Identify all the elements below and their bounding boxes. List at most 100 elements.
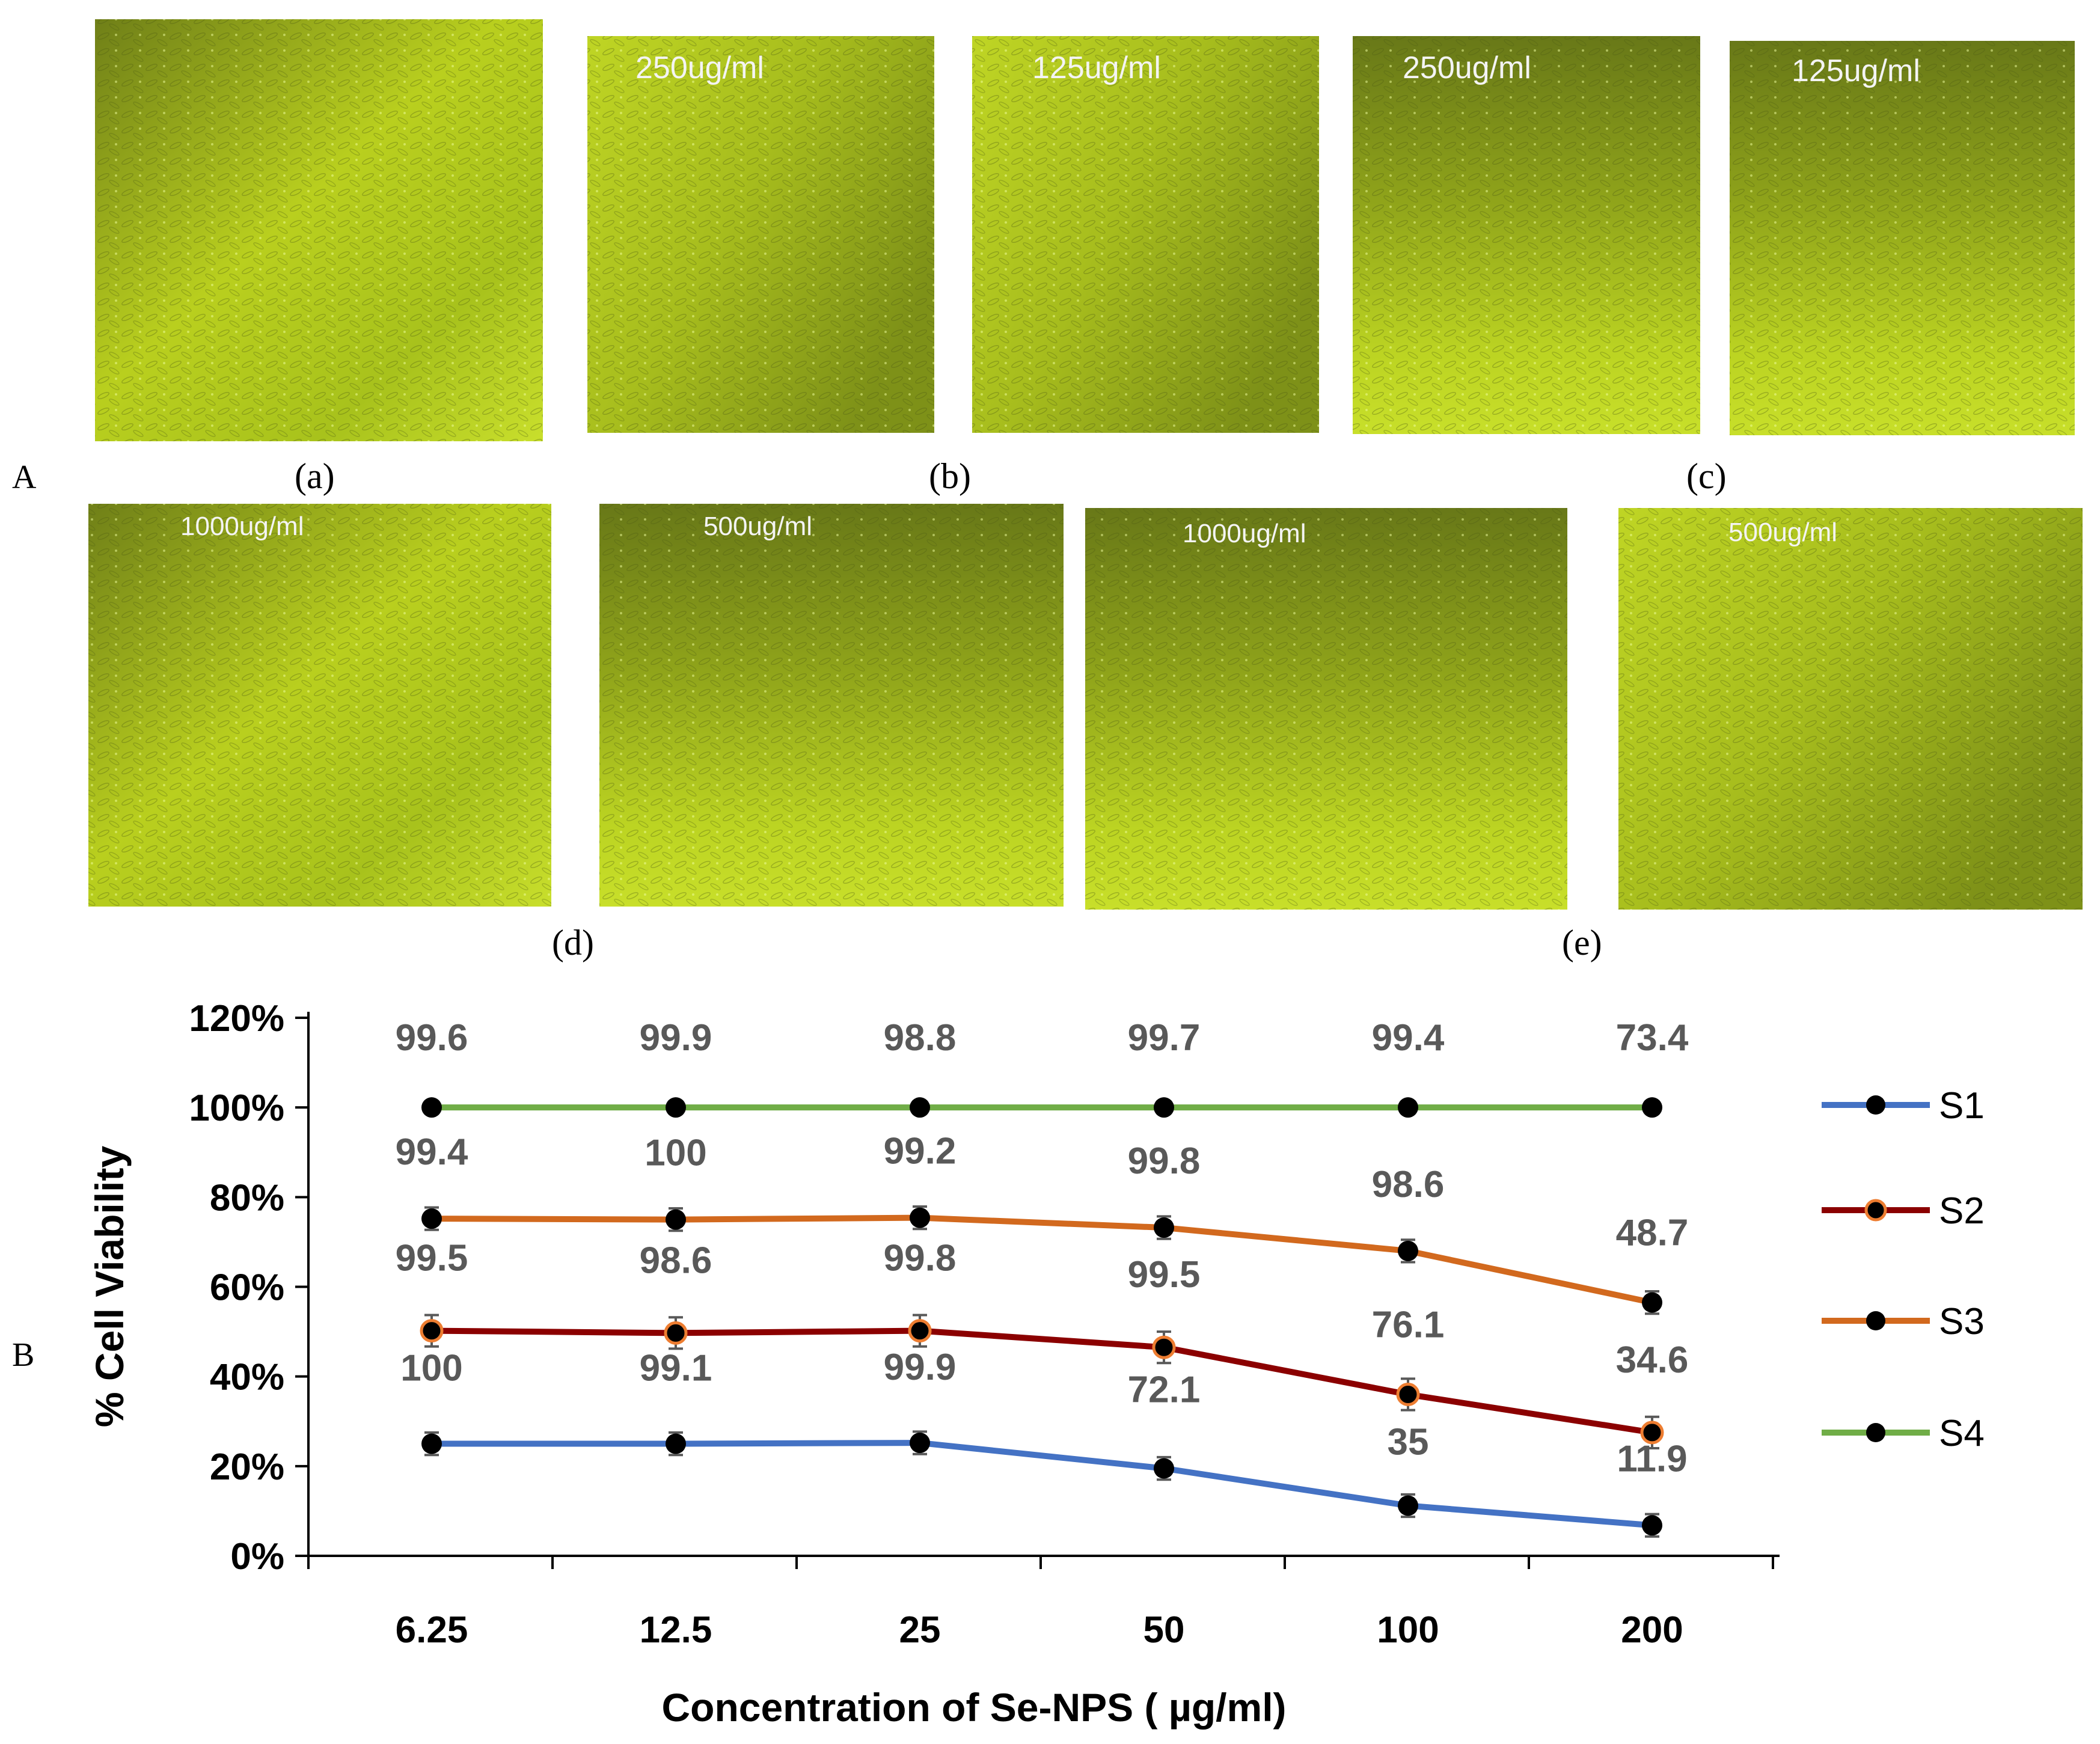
micrograph-label: 1000ug/ml: [1183, 519, 1306, 548]
x-tick-label: 50: [1143, 1609, 1185, 1651]
data-point-s2: [1396, 1383, 1420, 1406]
micrograph-d1: 1000ug/ml: [88, 504, 551, 907]
y-tick-label: 60%: [210, 1267, 284, 1309]
micrograph-a1: [95, 19, 543, 441]
data-label: 34.6: [1616, 1339, 1689, 1381]
data-point-s1: [666, 1433, 686, 1454]
y-tick-label: 20%: [210, 1446, 284, 1488]
data-point-s4: [1642, 1097, 1662, 1118]
micrograph-label: 250ug/ml: [1403, 50, 1531, 85]
legend-marker-s3: [1866, 1311, 1885, 1330]
data-point-s3: [910, 1207, 930, 1228]
data-label: 99.7: [1128, 1017, 1201, 1059]
data-point-s3: [1642, 1292, 1662, 1313]
data-point-s4: [910, 1097, 930, 1118]
legend-label-s3: S3: [1939, 1301, 1985, 1342]
y-tick-label: 100%: [189, 1088, 284, 1129]
data-point-s1: [421, 1433, 442, 1454]
data-point-s2: [908, 1319, 932, 1343]
x-tick-label: 12.5: [640, 1609, 712, 1651]
x-tick-label: 200: [1621, 1609, 1683, 1651]
data-label: 99.8: [884, 1238, 957, 1279]
data-point-s3: [421, 1208, 442, 1229]
data-label: 99.9: [640, 1017, 712, 1059]
data-label: 99.4: [1372, 1017, 1445, 1059]
data-label: 99.5: [396, 1238, 468, 1279]
caption-d: (d): [552, 923, 594, 962]
micrograph-label: 1000ug/ml: [180, 512, 304, 541]
data-point-s4: [666, 1097, 686, 1118]
micrograph-c2: 125ug/ml: [1730, 41, 2075, 435]
data-label: 73.4: [1616, 1017, 1689, 1059]
micrograph-label: 125ug/ml: [1032, 50, 1161, 85]
data-label: 99.5: [1128, 1254, 1201, 1296]
panel-a-label: A: [12, 459, 37, 496]
legend-marker-s4: [1866, 1423, 1885, 1442]
micrograph-label: 500ug/ml: [703, 512, 812, 541]
data-point-s4: [421, 1097, 442, 1118]
data-point-s3: [1398, 1240, 1418, 1261]
series-line-s2: [431, 1327, 1653, 1436]
caption-c: (c): [1686, 456, 1727, 496]
micrograph-label: 250ug/ml: [635, 50, 764, 85]
data-label: 98.6: [1372, 1164, 1445, 1205]
data-point-s4: [1398, 1097, 1418, 1118]
micrograph-panel: 250ug/ml 125ug/ml 250ug/ml 125ug/ml 1000…: [12, 19, 2083, 962]
x-tick-label: 100: [1377, 1609, 1439, 1651]
legend-label-s4: S4: [1939, 1413, 1985, 1454]
data-label: 99.8: [1128, 1140, 1201, 1182]
data-point-s3: [1154, 1217, 1174, 1238]
legend-label-s1: S1: [1939, 1085, 1985, 1127]
legend-marker-s1: [1866, 1095, 1885, 1115]
data-label: 99.9: [884, 1347, 957, 1388]
micrograph-e2: 500ug/ml: [1618, 508, 2083, 910]
micrograph-label: 125ug/ml: [1792, 54, 1920, 88]
data-label: 99.2: [884, 1131, 957, 1172]
legend-label-s2: S2: [1939, 1190, 1985, 1232]
legend-marker-s2: [1864, 1199, 1887, 1222]
data-label: 98.8: [884, 1017, 957, 1059]
data-label: 100: [400, 1348, 462, 1389]
y-axis-title: % Cell Viability: [87, 1146, 132, 1428]
y-tick-label: 40%: [210, 1357, 284, 1398]
data-label: 99.4: [396, 1131, 468, 1173]
x-tick-label: 6.25: [396, 1609, 468, 1651]
data-label: 99.6: [396, 1017, 468, 1059]
panel-b-label: B: [12, 1336, 34, 1374]
data-point-s1: [910, 1433, 930, 1454]
data-point-s1: [1154, 1458, 1174, 1479]
x-tick-label: 25: [899, 1609, 941, 1651]
micrograph-b2: 125ug/ml: [972, 36, 1319, 433]
micrograph-e1: 1000ug/ml: [1085, 508, 1567, 910]
data-point-s2: [664, 1321, 688, 1345]
caption-a: (a): [295, 456, 335, 496]
data-label: 72.1: [1128, 1369, 1201, 1411]
x-axis-title: Concentration of Se-NPS ( µg/ml): [661, 1685, 1286, 1730]
viability-chart: 0% 20% 40% 60% 80% 100% 120% 6.25 12.5 25 50 100 200…: [87, 998, 1780, 1730]
data-point-s2: [1640, 1421, 1664, 1445]
data-point-s1: [1642, 1515, 1662, 1536]
chart-legend: S1 S2 S3 S4: [1822, 1085, 1985, 1454]
series-line-s3: [431, 1214, 1653, 1306]
series-line-s1: [432, 1440, 1653, 1529]
data-point-s2: [1152, 1335, 1176, 1359]
caption-e: (e): [1562, 923, 1602, 962]
data-point-s3: [666, 1209, 686, 1230]
micrograph-c1: 250ug/ml: [1353, 36, 1700, 434]
micrograph-label: 500ug/ml: [1728, 518, 1837, 547]
y-tick-label: 120%: [189, 998, 284, 1039]
data-label: 35: [1388, 1421, 1429, 1463]
data-label: 48.7: [1616, 1213, 1689, 1254]
y-tick-label: 80%: [210, 1177, 284, 1219]
data-label: 100: [644, 1133, 706, 1174]
data-point-s4: [1154, 1097, 1174, 1118]
data-point-s1: [1398, 1495, 1418, 1516]
data-label: 98.6: [640, 1240, 712, 1281]
micrograph-d2: 500ug/ml: [599, 504, 1064, 907]
y-tick-label: 0%: [230, 1536, 284, 1577]
data-point-s2: [420, 1319, 444, 1343]
data-label: 99.1: [640, 1348, 712, 1389]
data-label: 76.1: [1372, 1305, 1445, 1346]
micrograph-b1: 250ug/ml: [587, 36, 934, 433]
